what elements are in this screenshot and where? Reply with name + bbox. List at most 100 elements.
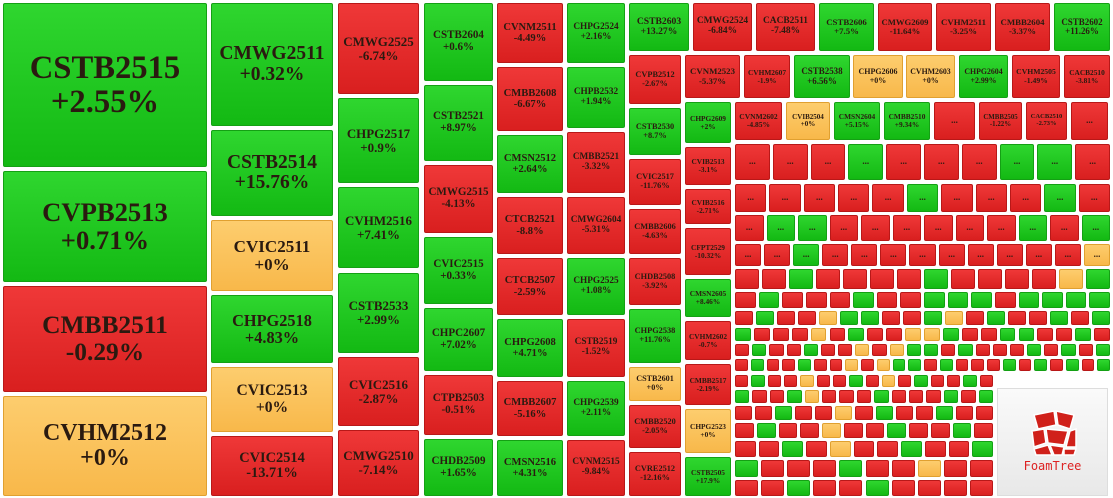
tile[interactable]: [1005, 269, 1029, 289]
tile[interactable]: [735, 390, 750, 403]
tile[interactable]: [926, 390, 941, 403]
tile[interactable]: [795, 406, 813, 420]
tile[interactable]: [1009, 344, 1025, 356]
tile[interactable]: CVIB2516 -2.71%: [685, 189, 731, 224]
tile[interactable]: CHPG2517 +0.9%: [338, 98, 419, 183]
tile[interactable]: ...: [1050, 215, 1079, 241]
tile[interactable]: [1078, 344, 1093, 356]
tile[interactable]: [876, 359, 890, 371]
tile[interactable]: CMWG2609 -11.64%: [878, 3, 932, 51]
tile[interactable]: [777, 311, 795, 325]
tile[interactable]: [1042, 292, 1063, 308]
tile[interactable]: CSTB2603 +13.27%: [629, 3, 689, 51]
tile[interactable]: [969, 460, 993, 477]
tile[interactable]: [800, 375, 814, 387]
tile[interactable]: [752, 344, 767, 356]
tile[interactable]: CMBB2604 -3.37%: [995, 3, 1050, 51]
tile[interactable]: [822, 390, 837, 403]
tile[interactable]: CMWG2515 -4.13%: [424, 165, 493, 233]
tile[interactable]: [735, 359, 748, 371]
tile[interactable]: [798, 359, 811, 371]
tile[interactable]: [889, 344, 904, 356]
tile[interactable]: [898, 375, 912, 387]
tile[interactable]: [901, 441, 922, 457]
tile[interactable]: [849, 375, 863, 387]
tile[interactable]: CHPG2525 +1.08%: [567, 258, 625, 315]
tile[interactable]: [855, 344, 870, 356]
tile[interactable]: [865, 460, 889, 477]
tile[interactable]: [735, 311, 753, 325]
tile[interactable]: ...: [967, 244, 994, 266]
tile[interactable]: [941, 344, 956, 356]
tile[interactable]: ...: [996, 244, 1023, 266]
tile[interactable]: CSTB2519 -1.52%: [567, 319, 625, 377]
tile[interactable]: [1002, 359, 1016, 371]
tile[interactable]: CSTB2604 +0.6%: [424, 3, 493, 81]
tile[interactable]: [791, 328, 808, 341]
tile[interactable]: [772, 328, 789, 341]
tile[interactable]: [839, 480, 863, 496]
tile[interactable]: [971, 292, 992, 308]
tile[interactable]: [974, 423, 993, 438]
tile[interactable]: CVHM2607 -1.9%: [744, 55, 790, 98]
tile[interactable]: ...: [735, 215, 764, 241]
tile[interactable]: CVNM2511 -4.49%: [497, 3, 563, 63]
tile[interactable]: [829, 359, 843, 371]
tile[interactable]: [917, 460, 941, 477]
tile[interactable]: [839, 390, 854, 403]
tile[interactable]: CHPB2532 +1.94%: [567, 67, 625, 128]
tile[interactable]: CMWG2524 -6.84%: [693, 3, 752, 51]
tile[interactable]: [892, 359, 906, 371]
tile[interactable]: [975, 406, 993, 420]
tile[interactable]: ...: [934, 102, 975, 140]
tile[interactable]: CACB2510 -2.73%: [1026, 102, 1067, 140]
tile[interactable]: [813, 359, 827, 371]
tile[interactable]: [1059, 269, 1083, 289]
tile[interactable]: CVIC2516 -2.87%: [338, 357, 419, 426]
tile[interactable]: [753, 328, 770, 341]
tile[interactable]: CVHM2516 +7.41%: [338, 187, 419, 268]
tile[interactable]: ...: [735, 184, 767, 212]
tile[interactable]: CMSN2604 +5.15%: [834, 102, 880, 140]
tile[interactable]: [865, 423, 885, 438]
tile[interactable]: [1050, 311, 1068, 325]
tile[interactable]: CVIB2504 +0%: [786, 102, 830, 140]
tile[interactable]: [939, 359, 953, 371]
tile[interactable]: [843, 423, 863, 438]
tile[interactable]: [767, 375, 781, 387]
tile[interactable]: [966, 311, 984, 325]
tile[interactable]: CHPG2539 +2.11%: [567, 381, 625, 436]
tile[interactable]: [943, 480, 967, 496]
tile[interactable]: ...: [1054, 244, 1081, 266]
tile[interactable]: [882, 311, 900, 325]
tile[interactable]: CHPC2607 +7.02%: [424, 308, 493, 371]
tile[interactable]: [1027, 344, 1042, 356]
tile[interactable]: [994, 292, 1016, 308]
tile[interactable]: [1034, 359, 1047, 371]
tile[interactable]: [951, 269, 975, 289]
tile[interactable]: ...: [999, 144, 1035, 180]
tile[interactable]: [897, 269, 921, 289]
tile[interactable]: ...: [1071, 102, 1108, 140]
tile[interactable]: [758, 441, 780, 457]
tile[interactable]: CMWG2525 -6.74%: [338, 3, 419, 94]
tile[interactable]: CVHM2602 -0.7%: [685, 321, 731, 360]
tile[interactable]: CMWG2604 -5.31%: [567, 197, 625, 254]
tile[interactable]: [735, 460, 759, 477]
tile[interactable]: [756, 423, 776, 438]
tile[interactable]: ...: [1078, 184, 1110, 212]
tile[interactable]: [955, 359, 969, 371]
tile[interactable]: [829, 441, 851, 457]
tile[interactable]: [762, 269, 786, 289]
tile[interactable]: [829, 328, 846, 341]
tile[interactable]: [845, 359, 858, 371]
tile[interactable]: [979, 375, 993, 387]
tile[interactable]: [955, 406, 973, 420]
tile[interactable]: [947, 375, 961, 387]
tile[interactable]: [735, 269, 759, 289]
tile[interactable]: CMSN2605 +8.46%: [685, 279, 731, 317]
tile[interactable]: CMWG2510 -7.14%: [338, 430, 419, 496]
tile[interactable]: [815, 406, 833, 420]
tile[interactable]: ...: [906, 184, 939, 212]
tile[interactable]: [769, 390, 785, 403]
